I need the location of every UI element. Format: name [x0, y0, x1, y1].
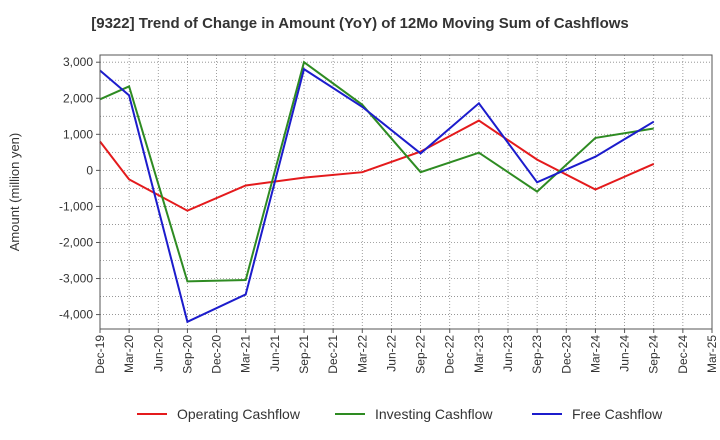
x-tick-label: Dec-23 — [559, 335, 573, 374]
legend: Operating Cashflow Investing Cashflow Free… — [137, 406, 663, 422]
x-tick-label: Mar-21 — [239, 335, 253, 373]
x-tick-label: Jun-20 — [151, 335, 165, 372]
legend-label: Operating Cashflow — [177, 406, 301, 422]
y-tick-label: 3,000 — [63, 55, 93, 69]
y-axis-title: Amount (million yen) — [7, 133, 22, 252]
series-line-free-cashflow — [99, 67, 655, 324]
x-tick-label: Sep-21 — [297, 335, 311, 374]
x-tick-label: Jun-23 — [501, 335, 515, 372]
y-tick-label: 2,000 — [63, 91, 93, 105]
x-tick-label: Mar-24 — [588, 335, 602, 373]
grid-lines — [99, 55, 713, 329]
x-tick-label: Dec-24 — [676, 335, 690, 374]
x-tick-label: Sep-24 — [647, 335, 661, 374]
x-tick-label: Sep-23 — [530, 335, 544, 374]
x-tick-label: Jun-21 — [268, 335, 282, 372]
y-tick-label: -3,000 — [59, 272, 93, 286]
y-axis-ticks: 3,000 2,000 1,000 0 -1,000 -2,000 -3,000 -4,000 — [59, 55, 100, 322]
x-tick-label: Dec-22 — [443, 335, 457, 374]
x-tick-label: Sep-20 — [180, 335, 194, 374]
y-tick-label: -2,000 — [59, 235, 93, 249]
x-tick-label: Mar-23 — [472, 335, 486, 373]
y-tick-label: 0 — [86, 163, 93, 177]
series-lines — [99, 60, 655, 324]
y-tick-label: 1,000 — [63, 127, 93, 141]
x-tick-label: Dec-21 — [326, 335, 340, 374]
x-tick-label: Mar-22 — [355, 335, 369, 373]
legend-label: Investing Cashflow — [375, 406, 493, 422]
x-axis-ticks: Dec-19 Mar-20 Jun-20 Sep-20 Dec-20 Mar-21 Jun-… — [93, 329, 719, 374]
x-tick-label: Dec-20 — [210, 335, 224, 374]
plot-area — [100, 55, 712, 329]
y-tick-label: -1,000 — [59, 199, 93, 213]
x-tick-label: Dec-19 — [93, 335, 107, 374]
chart-title: [9322] Trend of Change in Amount (YoY) o… — [91, 15, 629, 32]
x-tick-label: Jun-24 — [618, 335, 632, 372]
series-line-operating-cashflow — [99, 119, 655, 212]
x-tick-label: Mar-20 — [122, 335, 136, 373]
x-tick-label: Jun-22 — [384, 335, 398, 372]
x-tick-label: Sep-22 — [414, 335, 428, 374]
x-tick-label: Mar-25 — [705, 335, 719, 373]
y-tick-label: -4,000 — [59, 308, 93, 322]
legend-label: Free Cashflow — [572, 406, 663, 422]
plot-frame — [99, 54, 713, 330]
